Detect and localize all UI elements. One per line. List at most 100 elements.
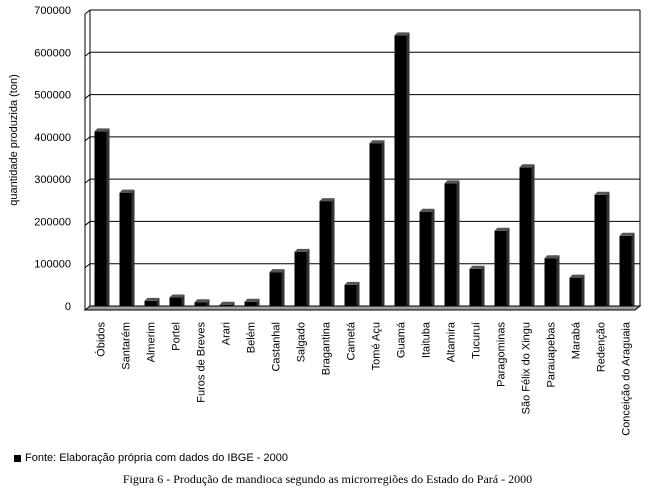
bar-side: [281, 269, 285, 308]
bar-side: [106, 128, 110, 308]
x-tick-label: Tucuruí: [471, 322, 483, 359]
x-tick-label: Cametá: [346, 321, 358, 360]
bar-top: [619, 232, 635, 236]
gridline-bevel: [84, 136, 91, 142]
gridline-bevel: [84, 9, 91, 15]
bar: [594, 194, 607, 308]
bar-chart: 0 100000 200000 300000 400000 500000 600000 700…: [8, 5, 642, 436]
x-tick-label: Belém: [246, 322, 258, 353]
bar: [619, 235, 632, 308]
x-tick-label: Arari: [221, 322, 233, 345]
gridline-bevel: [84, 94, 91, 99]
bar: [294, 251, 307, 308]
bar-top: [519, 164, 535, 168]
x-tick-label: Almerim: [146, 322, 158, 362]
bar: [269, 272, 282, 308]
bar-top: [294, 248, 310, 252]
x-tick-label: Guamá: [396, 321, 408, 358]
bar-top: [194, 299, 210, 303]
gridline-bevel: [84, 51, 91, 57]
bar-top: [244, 298, 260, 302]
bar-side: [631, 232, 635, 308]
bar: [419, 211, 432, 308]
y-tick-label: 400000: [34, 132, 71, 144]
y-tick-label: 100000: [34, 259, 71, 271]
bar-side: [406, 32, 410, 308]
bar-top: [319, 198, 335, 202]
bar-side: [306, 248, 310, 308]
bar-side: [431, 208, 435, 308]
legend-text: Fonte: Elaboração própria com dados do I…: [25, 452, 288, 464]
x-tick-label: Castanhal: [271, 322, 283, 372]
gridline-bevel: [84, 263, 91, 269]
y-tick-label: 200000: [34, 216, 71, 228]
bar: [569, 277, 582, 308]
bar: [444, 183, 457, 308]
x-tick-labels: Óbidos Santarém Almerim Portel Furos de Brev…: [95, 321, 633, 436]
bar: [394, 35, 407, 308]
bar-top: [369, 140, 385, 144]
y-tick-labels: 0 100000 200000 300000 400000 500000 600000 700…: [34, 5, 71, 313]
bar: [519, 167, 532, 308]
bar-side: [506, 227, 510, 308]
bar-side: [131, 189, 135, 308]
x-tick-label: Itaituba: [421, 321, 433, 358]
x-tick-label: Furos de Breves: [196, 322, 208, 403]
bar-side: [581, 274, 585, 308]
y-tick-label: 600000: [34, 47, 71, 59]
x-tick-label: Altamira: [446, 321, 458, 362]
bar-top: [344, 281, 360, 285]
bar-side: [481, 265, 485, 308]
bar-top: [144, 297, 160, 301]
bar: [544, 258, 557, 308]
gridline-bevel: [84, 178, 91, 184]
bar: [244, 301, 257, 308]
bar-top: [219, 301, 235, 305]
bar-side: [156, 297, 160, 308]
bar-side: [531, 164, 535, 308]
bar-top: [169, 294, 185, 298]
bar: [94, 131, 107, 308]
bar-top: [494, 227, 510, 231]
bar-top: [444, 180, 460, 184]
x-tick-label: Portel: [171, 322, 183, 351]
y-tick-label: 0: [65, 301, 71, 313]
legend: Fonte: Elaboração própria com dados do I…: [14, 452, 288, 464]
bar: [344, 284, 357, 308]
legend-swatch: [14, 454, 21, 462]
x-tick-label: Conceição do Araguaia: [621, 321, 633, 436]
bar: [369, 143, 382, 308]
bar-top: [119, 189, 135, 193]
bar-side: [181, 294, 185, 308]
bars: [94, 32, 635, 308]
bar-side: [356, 281, 360, 308]
y-tick-label: 700000: [34, 5, 71, 17]
y-axis-label: quantidade produzida (ton): [8, 74, 20, 205]
bar: [494, 230, 507, 308]
bar: [119, 192, 132, 308]
bar-side: [606, 191, 610, 308]
x-tick-label: São Félix do Xingu: [521, 322, 533, 414]
x-tick-label: Santarém: [121, 322, 133, 370]
bar: [144, 300, 157, 308]
bar-top: [94, 128, 110, 132]
x-tick-label: Paragominas: [496, 322, 508, 387]
bar-top: [394, 32, 410, 36]
bar-top: [469, 265, 485, 269]
bar-side: [556, 255, 560, 308]
bar-side: [381, 140, 385, 308]
x-tick-label: Redenção: [596, 322, 608, 372]
bar: [194, 302, 207, 308]
x-tick-label: Marabá: [571, 321, 583, 359]
bar-top: [419, 208, 435, 212]
bar: [319, 201, 332, 308]
x-tick-label: Salgado: [296, 322, 308, 362]
x-tick-label: Tomé Açu: [371, 322, 383, 370]
y-tick-label: 500000: [34, 90, 71, 102]
bar: [169, 297, 182, 308]
bar-top: [269, 269, 285, 273]
bar-side: [331, 198, 335, 308]
y-tick-label: 300000: [34, 174, 71, 186]
x-tick-label: Parauapebas: [546, 322, 558, 388]
gridlines: [84, 9, 640, 269]
